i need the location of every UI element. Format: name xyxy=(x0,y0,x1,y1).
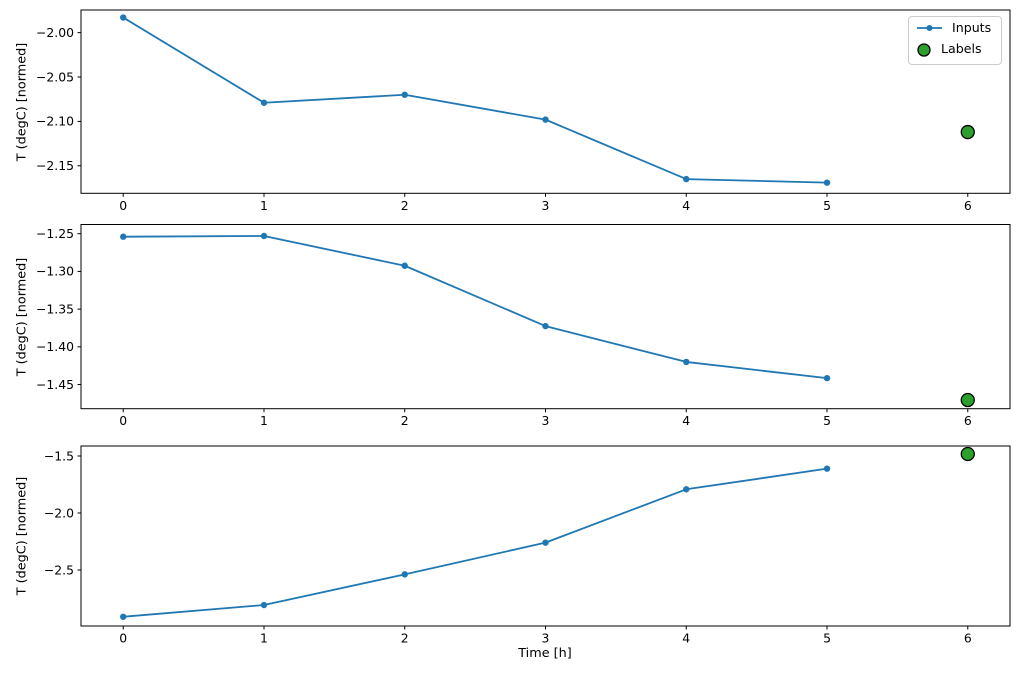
inputs-marker xyxy=(823,465,831,472)
inputs-line xyxy=(122,235,828,380)
x-tick-label: 2 xyxy=(401,413,409,428)
x-tick-label: 0 xyxy=(119,413,127,428)
x-tick-label: 0 xyxy=(119,198,127,213)
y-axis-label-bottom: T (degC) [normed] xyxy=(14,476,30,596)
inputs-marker xyxy=(401,262,408,269)
circle-marker-icon xyxy=(917,42,931,57)
x-tick-label: 1 xyxy=(260,413,268,428)
inputs-marker xyxy=(542,539,549,546)
x-tick-label: 3 xyxy=(542,198,550,213)
x-tick-label: 2 xyxy=(401,198,409,213)
y-tick-label: −2.5 xyxy=(44,562,74,577)
subplot-2: 0 1 2 3 4 5 6 −1.25 −1.30 −1.35 −1.40 −1.45 xyxy=(36,224,1011,428)
x-tick-label: 2 xyxy=(401,631,409,646)
labels-marker xyxy=(960,392,975,408)
labels-marker xyxy=(960,124,975,140)
x-tick-label: 4 xyxy=(682,631,690,646)
inputs-marker xyxy=(683,486,690,493)
x-tick-label: 6 xyxy=(964,631,972,646)
inputs-marker xyxy=(683,358,690,366)
inputs-marker xyxy=(120,14,127,21)
subplot-3: 0 1 2 3 4 5 6 −1.5 −2.0 −2.5 xyxy=(44,445,1011,646)
y-tick-label: −1.45 xyxy=(36,377,74,392)
inputs-marker xyxy=(401,571,408,578)
inputs-line xyxy=(122,16,828,184)
x-tick-label: 5 xyxy=(823,631,831,646)
x-tick-label: 4 xyxy=(682,413,690,428)
y-tick-label: −1.30 xyxy=(36,264,74,279)
x-tick-label: 5 xyxy=(823,413,831,428)
x-axis-label: Time [h] xyxy=(518,646,572,661)
axes-spines xyxy=(80,445,1011,627)
x-tick-label: 6 xyxy=(964,413,972,428)
inputs-line xyxy=(122,467,828,618)
inputs-marker xyxy=(120,613,127,620)
inputs-marker xyxy=(260,99,268,106)
x-tick-label: 5 xyxy=(823,198,831,213)
x-tick-label: 1 xyxy=(260,198,268,213)
inputs-marker xyxy=(120,233,127,240)
y-tick-label: −1.40 xyxy=(36,339,74,354)
axes-spines xyxy=(80,9,1011,194)
y-axis-label-top: T (degC) [normed] xyxy=(14,42,30,161)
inputs-marker xyxy=(823,179,831,186)
x-tick-label: 4 xyxy=(682,198,690,213)
inputs-marker xyxy=(401,91,408,98)
line-marker-icon xyxy=(917,25,942,32)
legend-label-labels: Labels xyxy=(941,41,982,57)
legend-label-inputs: Inputs xyxy=(952,20,992,35)
y-tick-label: −1.35 xyxy=(36,301,74,316)
y-tick-label: −2.15 xyxy=(36,158,74,173)
x-tick-label: 6 xyxy=(964,198,972,213)
labels-marker xyxy=(960,446,975,462)
y-tick-label: −2.0 xyxy=(44,505,74,520)
y-tick-label: −2.00 xyxy=(36,25,74,40)
y-tick-label: −1.5 xyxy=(44,448,74,463)
x-tick-label: 1 xyxy=(260,631,268,646)
y-tick-label: −2.10 xyxy=(36,114,74,129)
y-tick-label: −1.25 xyxy=(36,226,74,241)
inputs-marker xyxy=(260,232,268,240)
x-tick-label: 0 xyxy=(119,631,127,646)
inputs-marker xyxy=(260,601,268,609)
y-axis-label-middle: T (degC) [normed] xyxy=(14,257,30,376)
y-tick-label: −2.05 xyxy=(36,69,74,84)
x-tick-label: 3 xyxy=(542,631,550,646)
subplot-1: 0 1 2 3 4 5 6 −2.00 −2.05 −2.10 −2.15 xyxy=(36,9,1011,213)
inputs-marker xyxy=(683,175,690,183)
inputs-marker xyxy=(542,116,549,123)
x-tick-label: 3 xyxy=(542,413,550,428)
axes-spines xyxy=(80,224,1011,410)
inputs-marker xyxy=(542,322,549,330)
legend-item-inputs: Inputs xyxy=(916,20,992,35)
inputs-marker xyxy=(823,374,831,382)
legend-item-labels: Labels xyxy=(916,42,991,58)
legend: Inputs Labels xyxy=(908,16,1003,65)
